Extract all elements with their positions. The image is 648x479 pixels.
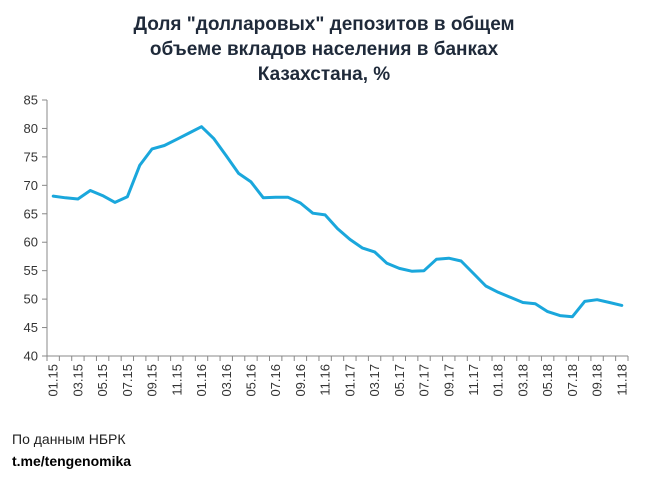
data-point <box>163 144 166 147</box>
data-point <box>583 300 586 303</box>
data-point <box>64 196 67 200</box>
series-group <box>51 125 624 319</box>
series-line <box>51 125 624 319</box>
y-tick-label: 55 <box>24 263 38 278</box>
y-tick-label: 60 <box>24 235 38 250</box>
x-tick-label: 01.17 <box>342 364 357 397</box>
data-point <box>558 314 562 317</box>
y-axis-ticks: 40 45 50 55 60 65 70 75 80 85 <box>24 93 47 364</box>
data-point <box>546 310 549 313</box>
data-point <box>373 250 376 254</box>
y-tick-label: 80 <box>24 121 38 136</box>
chart-title-line-2: объеме вкладов населения в банках <box>149 39 499 60</box>
data-point <box>620 304 624 307</box>
data-point <box>410 270 413 273</box>
data-point <box>571 315 574 318</box>
data-point <box>101 194 104 197</box>
x-tick-label: 05.18 <box>540 364 555 397</box>
source-note: По данным НБРК <box>12 431 126 447</box>
x-tick-label: 01.15 <box>46 364 61 397</box>
y-tick-label: 45 <box>24 320 38 335</box>
data-point <box>509 296 512 299</box>
data-point <box>150 147 154 151</box>
y-tick-label: 85 <box>24 93 38 108</box>
data-point <box>286 196 290 199</box>
data-point <box>126 195 129 198</box>
y-tick-label: 40 <box>24 349 38 364</box>
data-point <box>225 154 228 157</box>
data-point <box>435 258 438 261</box>
y-tick-label: 50 <box>24 292 38 307</box>
x-tick-label: 03.15 <box>70 364 85 397</box>
x-tick-label: 01.18 <box>491 364 506 397</box>
data-point <box>484 284 488 288</box>
x-tick-label: 09.17 <box>441 364 456 397</box>
data-point <box>311 212 314 215</box>
data-point <box>348 238 352 241</box>
data-point <box>212 137 216 140</box>
chart-title-line-3: Казахстана, % <box>257 64 391 85</box>
data-point <box>51 194 55 198</box>
x-tick-label: 05.16 <box>244 364 259 397</box>
data-point <box>336 227 339 230</box>
x-tick-label: 07.15 <box>120 364 135 397</box>
x-tick-label: 11.16 <box>318 364 333 396</box>
x-axis-ticks: 01.15 03.15 05.15 07.15 09.15 11.15 01.16 03.16… <box>46 356 629 397</box>
x-tick-label: 07.16 <box>268 364 283 397</box>
data-point <box>447 256 450 260</box>
data-point <box>497 291 500 294</box>
data-point <box>262 196 265 200</box>
x-tick-label: 03.16 <box>219 364 234 397</box>
x-tick-label: 09.16 <box>293 364 308 397</box>
chart-title-line-1: Доля "долларовых" депозитов в общем <box>133 14 515 35</box>
data-point <box>534 302 537 305</box>
chart-axes <box>46 100 628 357</box>
x-tick-label: 07.17 <box>417 364 432 397</box>
data-point <box>237 172 240 175</box>
x-tick-label: 09.18 <box>590 364 605 397</box>
data-point <box>385 262 389 265</box>
data-point <box>138 164 141 167</box>
data-point <box>175 138 178 141</box>
data-point <box>249 180 253 184</box>
data-point <box>274 196 277 199</box>
chart-title: Доля "долларовых" депозитов в общем объе… <box>0 12 648 87</box>
data-point <box>299 201 302 205</box>
data-point <box>608 301 611 304</box>
data-point <box>459 259 463 263</box>
x-tick-label: 11.15 <box>169 364 184 396</box>
data-point <box>89 189 92 192</box>
x-tick-label: 11.18 <box>614 364 629 396</box>
y-tick-label: 70 <box>24 178 38 193</box>
data-point <box>113 201 117 204</box>
data-point <box>422 269 426 272</box>
x-tick-label: 07.18 <box>565 364 580 397</box>
data-point <box>187 131 191 135</box>
x-tick-label: 03.18 <box>515 364 530 397</box>
data-point <box>521 301 525 304</box>
x-tick-label: 01.16 <box>194 364 209 397</box>
x-tick-label: 09.15 <box>145 364 160 397</box>
data-point <box>398 267 401 270</box>
x-tick-label: 05.15 <box>95 364 110 397</box>
x-tick-label: 05.17 <box>392 364 407 397</box>
x-tick-label: 03.17 <box>367 364 382 397</box>
data-point <box>323 213 327 217</box>
y-tick-label: 65 <box>24 206 38 221</box>
channel-link[interactable]: t.me/tengenomika <box>12 453 132 469</box>
data-point <box>595 298 599 301</box>
data-point <box>76 197 80 201</box>
data-point <box>361 246 364 250</box>
y-tick-label: 75 <box>24 149 38 164</box>
data-point <box>472 272 475 275</box>
data-point <box>200 125 203 128</box>
x-tick-label: 11.17 <box>466 364 481 396</box>
